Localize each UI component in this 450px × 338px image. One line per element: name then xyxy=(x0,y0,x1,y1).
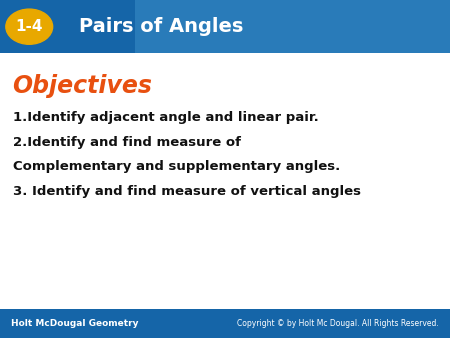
Text: 1.Identify adjacent angle and linear pair.: 1.Identify adjacent angle and linear pai… xyxy=(13,111,318,124)
Text: 3. Identify and find measure of vertical angles: 3. Identify and find measure of vertical… xyxy=(13,185,360,198)
Text: 2.Identify and find measure of: 2.Identify and find measure of xyxy=(13,136,241,148)
FancyBboxPatch shape xyxy=(0,309,450,338)
FancyBboxPatch shape xyxy=(135,0,450,53)
Text: Copyright © by Holt Mc Dougal. All Rights Reserved.: Copyright © by Holt Mc Dougal. All Right… xyxy=(237,319,439,328)
Text: Holt McDougal Geometry: Holt McDougal Geometry xyxy=(11,319,139,328)
Text: Complementary and supplementary angles.: Complementary and supplementary angles. xyxy=(13,160,340,173)
Circle shape xyxy=(6,9,53,44)
Text: Pairs of Angles: Pairs of Angles xyxy=(79,17,243,36)
FancyBboxPatch shape xyxy=(0,53,450,309)
FancyBboxPatch shape xyxy=(0,0,450,53)
Text: 1-4: 1-4 xyxy=(15,19,43,34)
Text: Objectives: Objectives xyxy=(13,74,153,98)
